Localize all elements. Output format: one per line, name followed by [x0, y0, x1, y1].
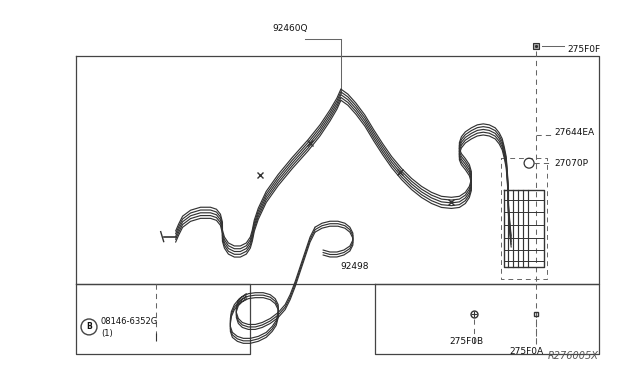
Text: 275F0F: 275F0F: [567, 45, 600, 54]
Text: 27070P: 27070P: [554, 159, 588, 168]
Text: 92498: 92498: [340, 262, 369, 271]
Text: 27644EA: 27644EA: [554, 128, 594, 137]
Text: B: B: [86, 323, 92, 331]
Text: 92460Q: 92460Q: [273, 24, 308, 33]
Text: 08146-6352G: 08146-6352G: [101, 317, 158, 326]
Text: R276005X: R276005X: [548, 351, 599, 361]
Text: (1): (1): [101, 329, 113, 338]
Text: 275F0B: 275F0B: [449, 337, 484, 346]
Text: 275F0A: 275F0A: [509, 347, 543, 356]
